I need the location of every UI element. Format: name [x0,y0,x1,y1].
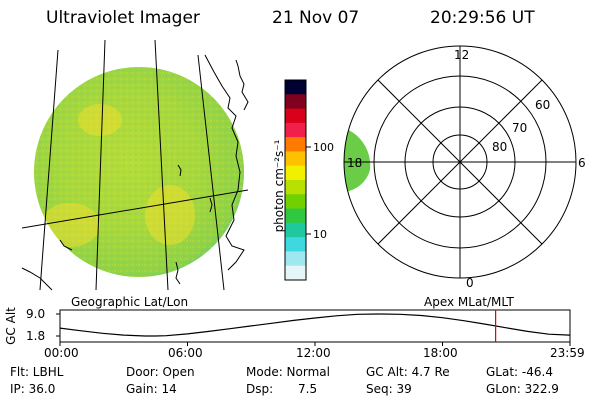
colorbar-band [285,222,306,238]
polar-emission-patch [344,128,371,192]
status-flt: Flt: LBHL [10,365,64,379]
colorbar-band [285,165,306,181]
colorbar-band [285,151,306,167]
colorbar-tick-100: 100 [313,141,334,154]
x-tick-1200: 12:00 [296,346,331,360]
colorbar-band [285,208,306,224]
colorbar-band [285,137,306,152]
x-tick-2359: 23:59 [550,346,585,360]
date-label: 21 Nov 07 [272,8,360,28]
altitude-plot [56,309,571,346]
altitude-tick-9: 9.0 [26,307,46,321]
x-tick-0000: 00:00 [44,346,79,360]
status-dsp-label: Dsp: [246,382,274,396]
altitude-tick-1-8: 1.8 [26,329,46,343]
colorbar-tick-10: 10 [313,228,327,241]
colorbar-unit-label: photon cm⁻²s⁻¹ [272,139,286,233]
status-mode: Mode: Normal [246,365,330,379]
colorbar-band [285,180,306,195]
time-label: 20:29:56 UT [430,8,535,28]
mlt-label-18: 18 [347,156,363,170]
colorbar-band [285,108,306,124]
status-glat: GLat: -46.4 [486,365,553,379]
instrument-title: Ultraviolet Imager [46,8,200,28]
lat-label-80: 80 [492,140,508,154]
x-tick-0600: 06:00 [168,346,203,360]
status-seq: Seq: 39 [366,382,412,396]
status-glon: GLon: 322.9 [486,382,559,396]
status-door: Door: Open [126,365,195,379]
status-ip: IP: 36.0 [10,382,56,396]
status-gain: Gain: 14 [126,382,177,396]
colorbar-band [285,122,306,138]
mlt-label-6: 6 [578,156,586,170]
colorbar-band [285,265,306,281]
apex-caption: Apex MLat/MLT [424,295,514,309]
coastline [21,54,249,291]
polar-dial [343,45,577,279]
colorbar-band [285,251,306,267]
lat-lon-grid [21,39,249,291]
colorbar-band [285,94,306,110]
lat-label-70: 70 [512,121,528,135]
mlt-label-0: 0 [466,276,474,290]
colorbar-band [285,80,306,95]
status-dsp-value: 7.5 [298,382,318,396]
geographic-caption: Geographic Lat/Lon [71,295,189,309]
mlt-label-12: 12 [454,48,470,62]
colorbar-frame [284,79,307,281]
colorbar-band [285,194,306,210]
lat-label-60: 60 [535,98,551,112]
colorbar-band [285,237,306,252]
colorbar [284,79,311,281]
geographic-image [21,39,249,291]
x-tick-1800: 18:00 [423,346,458,360]
altitude-axis-label: GC Alt [4,307,18,345]
status-gc-alt: GC Alt: 4.7 Re [366,365,450,379]
altitude-series-line [59,313,570,337]
